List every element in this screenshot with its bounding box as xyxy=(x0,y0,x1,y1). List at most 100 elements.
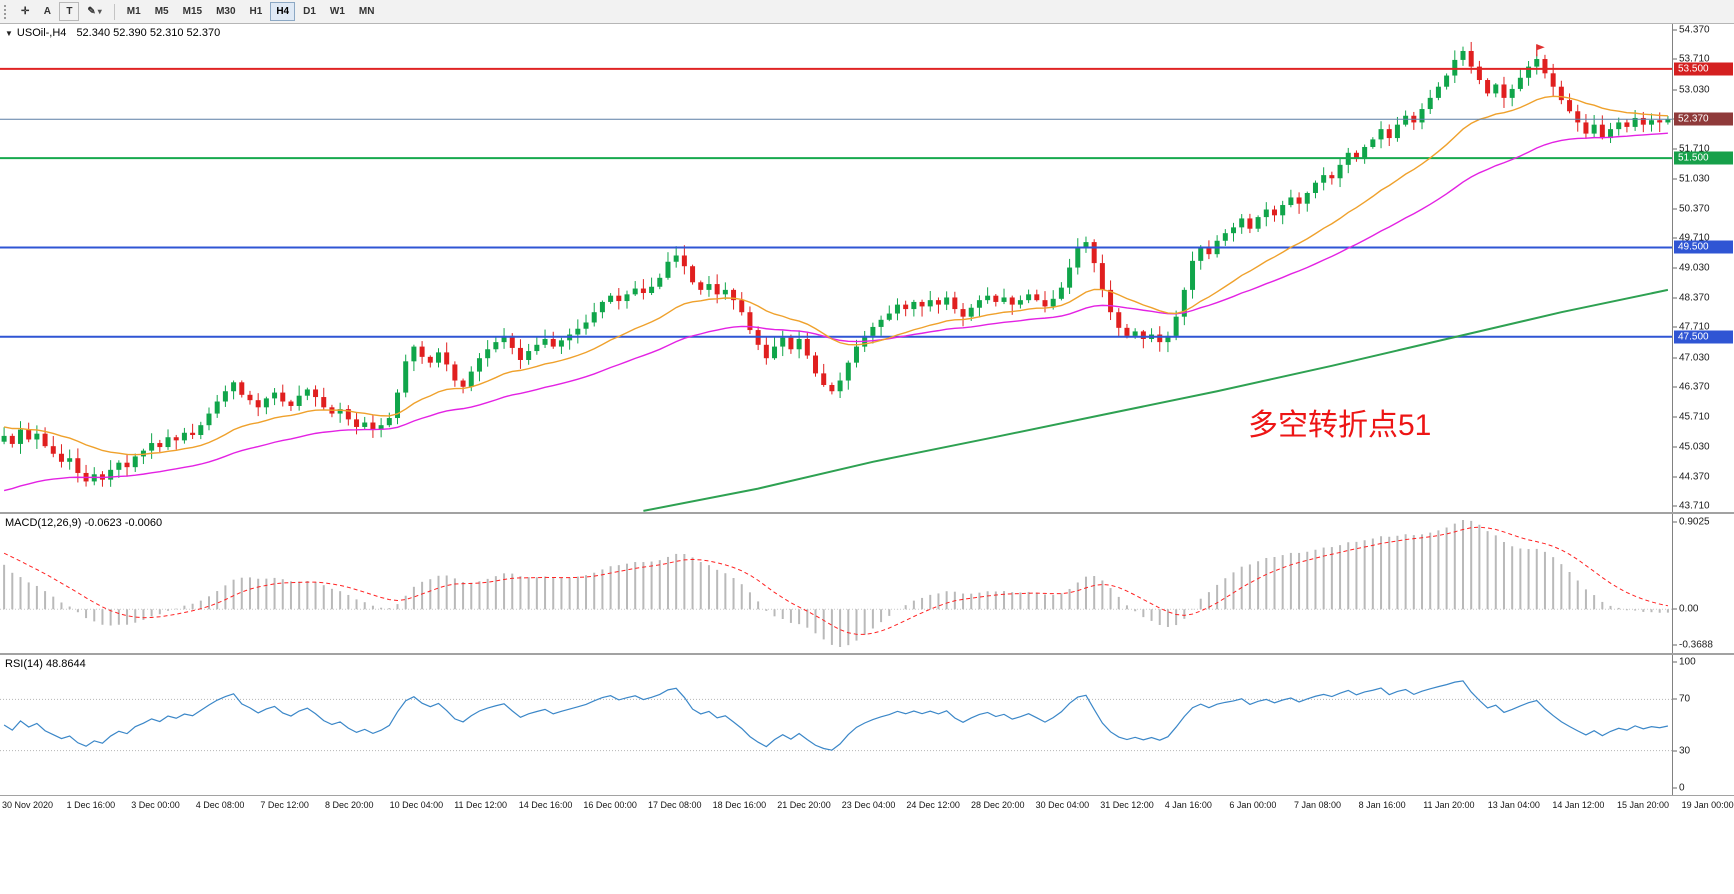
price-axis-tick xyxy=(1673,505,1677,507)
timeframe-h1-button[interactable]: H1 xyxy=(244,2,269,21)
price-axis-label: 51.710 xyxy=(1679,143,1710,155)
chevron-down-icon: ▾ xyxy=(97,7,102,16)
timeframe-d1-button[interactable]: D1 xyxy=(297,2,322,21)
price-axis-tick xyxy=(1673,446,1677,448)
collapse-triangle-icon[interactable]: ▼ xyxy=(5,29,13,38)
timeframe-m30-button[interactable]: M30 xyxy=(210,2,241,21)
drawing-tools-dropdown[interactable]: ✎ ▾ xyxy=(81,2,107,21)
rsi-axis-tick xyxy=(1673,787,1677,789)
rsi-axis-label: 0 xyxy=(1679,782,1685,794)
price-axis-label: 51.030 xyxy=(1679,173,1710,185)
macd-canvas[interactable] xyxy=(0,514,1672,653)
time-axis-label: 19 Jan 00:00 xyxy=(1681,800,1734,810)
time-axis-label: 14 Dec 16:00 xyxy=(518,800,573,810)
pane-splitter-macd[interactable] xyxy=(0,512,1734,514)
price-axis-tick xyxy=(1673,416,1677,418)
time-axis-label: 11 Jan 20:00 xyxy=(1423,800,1475,810)
fast-ma-line xyxy=(3,95,1668,456)
symbol-period-label: USOil-,H4 xyxy=(16,27,67,39)
time-axis-label: 4 Jan 16:00 xyxy=(1164,800,1212,810)
rsi-axis-label: 30 xyxy=(1679,745,1691,757)
time-axis-label: 11 Dec 12:00 xyxy=(454,800,508,810)
crosshair-icon: ✛ xyxy=(21,6,30,17)
price-axis-tick xyxy=(1673,237,1677,239)
toolbar-grip[interactable] xyxy=(4,4,9,19)
time-axis[interactable]: 30 Nov 2020 1 Dec 16:00 3 Dec 00:00 4 Dec 0… xyxy=(0,795,1734,816)
rsi-axis-tick xyxy=(1673,661,1677,663)
price-chart-pane[interactable]: ▼ USOil-,H4 52.340 52.390 52.310 52.370 xyxy=(0,24,1672,512)
timeframe-w1-button[interactable]: W1 xyxy=(324,2,351,21)
macd-axis-label: 0.00 xyxy=(1679,603,1699,615)
price-axis-tick xyxy=(1673,208,1677,210)
time-axis-label: 30 Dec 04:00 xyxy=(1035,800,1090,810)
macd-axis[interactable]: 0.9025 0.00 -0.3688 xyxy=(1672,514,1734,653)
price-axis-label: 45.710 xyxy=(1679,411,1710,423)
price-axis-tick xyxy=(1673,267,1677,269)
macd-axis-tick xyxy=(1673,644,1677,646)
price-axis-tick xyxy=(1673,386,1677,388)
price-axis-label: 53.030 xyxy=(1679,84,1710,96)
time-axis-label: 10 Dec 04:00 xyxy=(389,800,444,810)
chart-annotation[interactable]: 多空转折点51 xyxy=(1248,409,1432,442)
macd-axis-tick xyxy=(1673,521,1677,523)
macd-axis-tick xyxy=(1673,608,1677,610)
timeframe-mn-button[interactable]: MN xyxy=(353,2,381,21)
rsi-axis-tick xyxy=(1673,698,1677,700)
price-axis-label: 49.030 xyxy=(1679,262,1710,274)
rsi-axis-label: 100 xyxy=(1679,656,1696,668)
ohlc-values: 52.340 52.390 52.310 52.370 xyxy=(76,27,221,39)
timeframe-m5-button[interactable]: M5 xyxy=(149,2,175,21)
time-axis-label: 7 Dec 12:00 xyxy=(260,800,309,810)
time-axis-label: 7 Jan 08:00 xyxy=(1294,800,1342,810)
price-axis-tick xyxy=(1673,326,1677,328)
current-price-tag: 52.370 xyxy=(1674,112,1733,126)
text-box-tool-button[interactable]: T xyxy=(59,2,80,21)
time-axis-label: 18 Dec 16:00 xyxy=(712,800,767,810)
time-axis-label: 8 Dec 20:00 xyxy=(325,800,374,810)
text-box-icon: T xyxy=(66,6,73,17)
text-label-tool-button[interactable]: A xyxy=(37,2,57,21)
price-axis-label: 53.710 xyxy=(1679,53,1710,65)
toolbar: ✛ A T ✎ ▾ M1 M5 M15 M30 H1 H4 D1 W1 MN xyxy=(0,0,1734,24)
rsi-canvas[interactable] xyxy=(0,655,1672,795)
pane-splitter-rsi[interactable] xyxy=(0,653,1734,655)
timeframe-m15-button[interactable]: M15 xyxy=(177,2,208,21)
price-axis-label: 48.370 xyxy=(1679,292,1710,304)
price-axis-label: 44.370 xyxy=(1679,471,1710,483)
price-axis-tick xyxy=(1673,476,1677,478)
price-tag-47.500: 47.500 xyxy=(1674,330,1733,344)
timeframe-m1-button[interactable]: M1 xyxy=(121,2,147,21)
macd-pane[interactable]: MACD(12,26,9) -0.0623 -0.0060 xyxy=(0,514,1672,653)
candlestick-series xyxy=(1,41,1671,487)
price-tag-49.500: 49.500 xyxy=(1674,240,1733,254)
macd-axis-label: -0.3688 xyxy=(1679,639,1713,651)
mid-ma-line xyxy=(3,132,1668,492)
price-tag-53.500: 53.500 xyxy=(1674,62,1733,76)
time-axis-label: 30 Nov 2020 xyxy=(2,800,54,810)
rsi-pane[interactable]: RSI(14) 48.8644 xyxy=(0,655,1672,795)
time-axis-label: 4 Dec 08:00 xyxy=(195,800,245,810)
rsi-axis[interactable]: 100 70 30 0 xyxy=(1672,655,1734,795)
crosshair-tool-button[interactable]: ✛ xyxy=(15,2,35,21)
price-axis-label: 43.710 xyxy=(1679,500,1710,512)
time-axis-label: 21 Dec 20:00 xyxy=(777,800,831,810)
price-chart-canvas[interactable] xyxy=(0,24,1672,512)
time-axis-label: 16 Dec 00:00 xyxy=(583,800,637,810)
macd-axis-label: 0.9025 xyxy=(1679,516,1710,528)
time-axis-label: 13 Jan 04:00 xyxy=(1487,800,1540,810)
price-axis[interactable]: 54.370 53.710 53.030 52.370 51.710 51.030 50.3… xyxy=(1672,24,1734,512)
time-axis-label: 24 Dec 12:00 xyxy=(906,800,960,810)
price-axis-tick xyxy=(1673,29,1677,31)
time-axis-label: 31 Dec 12:00 xyxy=(1100,800,1154,810)
text-label-icon: A xyxy=(43,6,51,17)
price-axis-label: 47.710 xyxy=(1679,321,1710,333)
timeframe-h4-button[interactable]: H4 xyxy=(270,2,296,21)
time-axis-label: 28 Dec 20:00 xyxy=(971,800,1025,810)
price-axis-tick xyxy=(1673,357,1677,359)
price-axis-tick xyxy=(1673,89,1677,91)
time-axis-label: 1 Dec 16:00 xyxy=(66,800,116,810)
price-axis-tick xyxy=(1673,297,1677,299)
time-axis-label: 6 Jan 00:00 xyxy=(1229,800,1277,810)
rsi-axis-tick xyxy=(1673,750,1677,752)
rsi-line xyxy=(3,680,1669,751)
